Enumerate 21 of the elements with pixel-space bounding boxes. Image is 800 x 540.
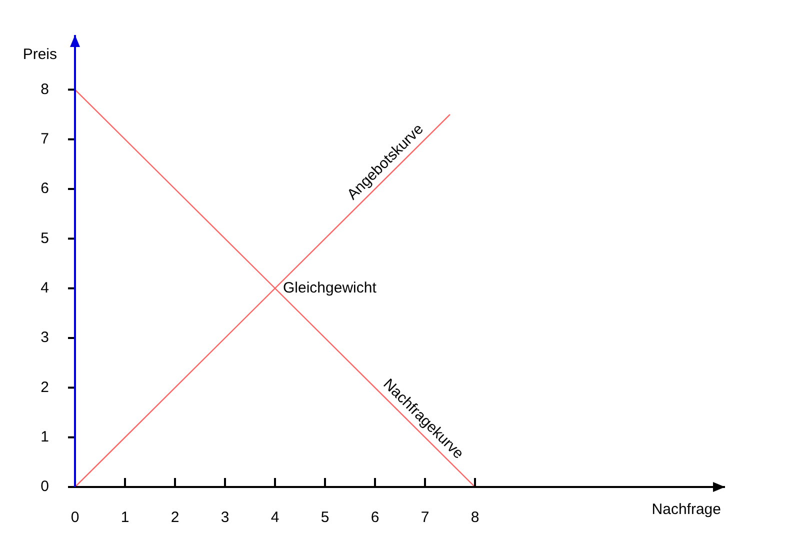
x-tick-label: 1 (120, 509, 130, 526)
x-tick-label: 6 (370, 509, 380, 526)
x-tick-label: 2 (170, 509, 180, 526)
y-tick-label: 8 (40, 80, 49, 98)
y-tick-label: 3 (40, 329, 49, 346)
y-tick-label: 1 (40, 428, 49, 446)
x-tick-label: 5 (320, 509, 330, 526)
y-tick-label: 7 (40, 130, 49, 148)
y-tick-label: 5 (40, 230, 49, 247)
x-tick-label: 8 (470, 509, 480, 526)
y-tick-label: 0 (40, 478, 49, 496)
x-axis-title: Nachfrage (652, 501, 721, 518)
x-tick-label: 4 (270, 509, 280, 526)
annotation: Gleichgewicht (283, 279, 378, 296)
x-tick-label: 7 (420, 509, 430, 526)
y-tick-label: 2 (40, 378, 49, 396)
x-tick-label: 0 (70, 509, 80, 526)
y-tick-label: 4 (40, 279, 49, 296)
x-tick-label: 3 (220, 509, 230, 526)
y-tick-label: 6 (40, 180, 49, 198)
y-axis-title: Preis (22, 46, 57, 64)
